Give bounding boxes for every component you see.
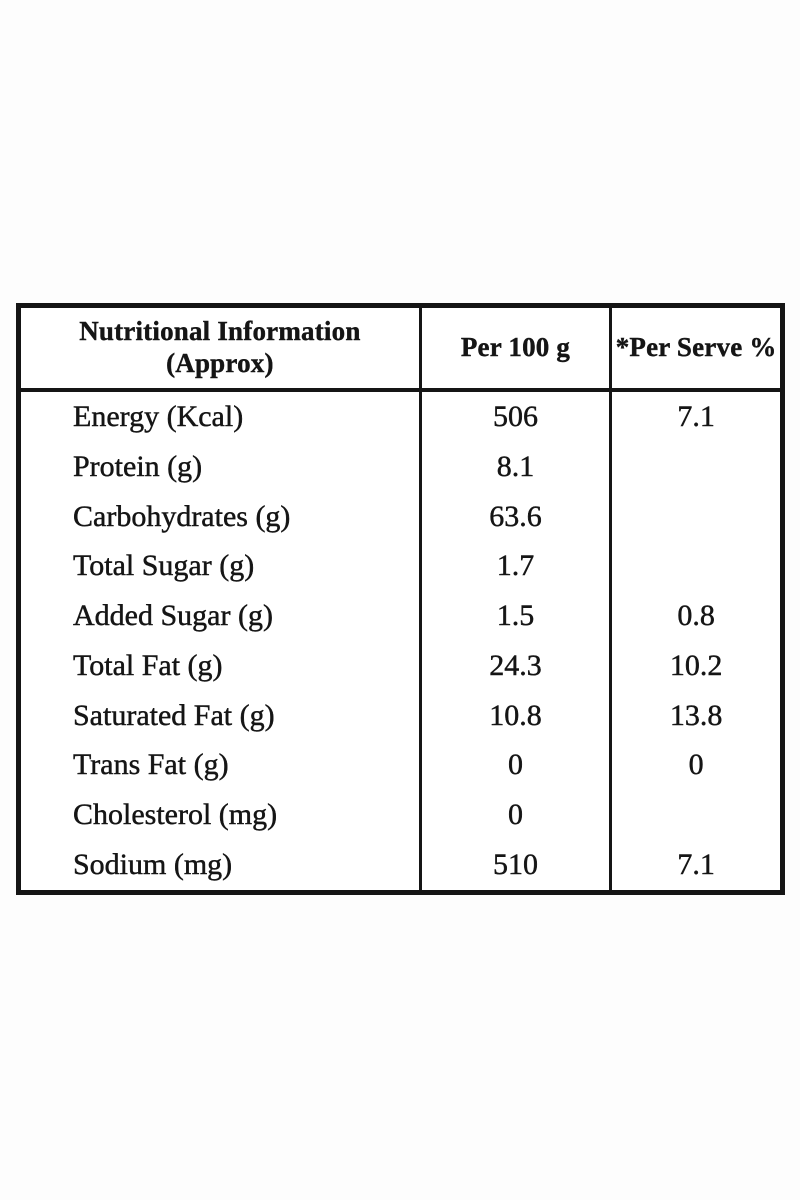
table-row: Carbohydrates (g) 63.6	[21, 491, 780, 542]
header-row: Nutritional Information (Approx) Per 100…	[21, 308, 780, 392]
header-title-line2: (Approx)	[166, 348, 274, 378]
per-100g-value: 63.6	[418, 491, 611, 542]
table-row: Energy (Kcal) 506 7.1	[21, 390, 780, 442]
per-serve-value	[609, 441, 780, 492]
nutrition-table-body: Energy (Kcal) 506 7.1 Protein (g) 8.1 Ca…	[21, 390, 780, 890]
per-100g-value: 506	[418, 390, 611, 442]
nutrient-label: Sodium (mg)	[73, 848, 233, 882]
table-row: Added Sugar (g) 1.5 0.8	[21, 591, 780, 641]
nutrient-label: Total Fat (g)	[73, 648, 223, 682]
per-serve-value: 10.2	[609, 640, 780, 691]
nutrition-table-header: Nutritional Information (Approx) Per 100…	[21, 308, 780, 392]
nutrient-label: Cholesterol (mg)	[73, 798, 278, 832]
nutrient-label: Saturated Fat (g)	[73, 698, 275, 732]
table-row: Saturated Fat (g) 10.8 13.8	[21, 690, 780, 741]
table-row: Protein (g) 8.1	[21, 441, 780, 492]
header-per-100g: Per 100 g	[418, 308, 611, 392]
per-100g-value: 10.8	[418, 690, 611, 741]
per-serve-value: 7.1	[609, 390, 780, 442]
per-100g-value: 1.5	[418, 591, 611, 641]
per-serve-value: 7.1	[609, 840, 780, 890]
nutrient-label: Total Sugar (g)	[73, 549, 255, 583]
per-serve-value	[609, 790, 780, 841]
per-100g-value: 0	[418, 790, 611, 841]
per-serve-value: 0	[609, 740, 780, 791]
table-row: Cholesterol (mg) 0	[21, 790, 780, 841]
nutrition-table: Nutritional Information (Approx) Per 100…	[21, 308, 780, 890]
per-serve-value: 0.8	[609, 591, 780, 641]
per-100g-value: 1.7	[418, 541, 611, 592]
table-row: Total Sugar (g) 1.7	[21, 541, 780, 592]
header-nutritional-information: Nutritional Information (Approx)	[21, 308, 421, 392]
per-serve-value: 13.8	[609, 690, 780, 741]
header-title-line1: Nutritional Information	[79, 316, 361, 347]
header-per-serve-percent: *Per Serve %	[609, 308, 780, 392]
per-100g-value: 24.3	[418, 640, 611, 691]
nutrient-label: Carbohydrates (g)	[73, 499, 291, 533]
table-row: Trans Fat (g) 0 0	[21, 740, 780, 791]
nutrition-facts-panel: Nutritional Information (Approx) Per 100…	[16, 303, 785, 895]
per-serve-value	[609, 541, 780, 592]
per-100g-value: 510	[418, 840, 611, 890]
nutrient-label: Protein (g)	[73, 449, 203, 483]
per-serve-value	[609, 491, 780, 542]
per-100g-value: 8.1	[418, 441, 611, 492]
per-100g-value: 0	[418, 740, 611, 791]
table-row: Total Fat (g) 24.3 10.2	[21, 640, 780, 691]
table-row: Sodium (mg) 510 7.1	[21, 840, 780, 890]
nutrient-label: Added Sugar (g)	[73, 599, 273, 633]
nutrient-label: Trans Fat (g)	[73, 748, 229, 782]
nutrient-label: Energy (Kcal)	[73, 399, 244, 433]
